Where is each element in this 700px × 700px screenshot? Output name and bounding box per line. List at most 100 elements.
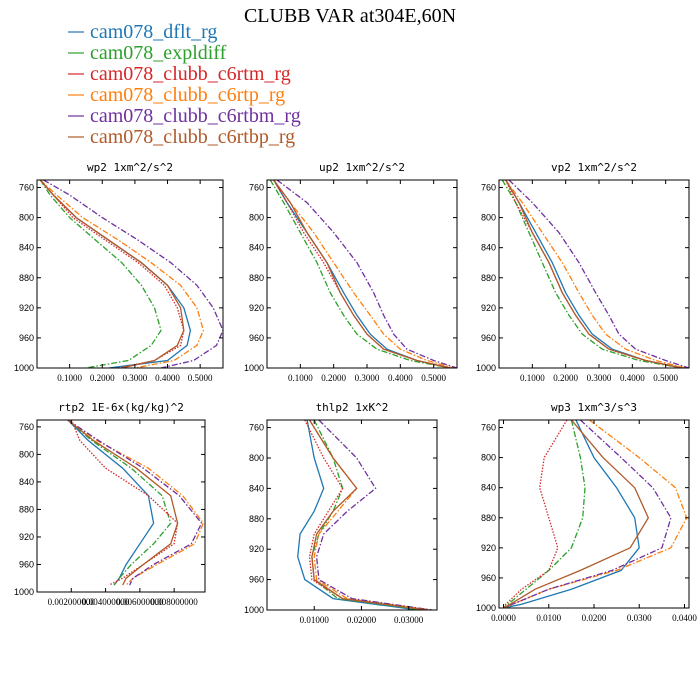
y-tick-label: 760 (249, 183, 264, 193)
series-line (39, 180, 205, 368)
series-line (39, 180, 192, 368)
y-tick-label: 880 (481, 513, 496, 523)
y-tick-label: 960 (19, 559, 34, 569)
y-tick-label: 1000 (14, 587, 34, 597)
x-tick-label: 0.1000 (57, 373, 82, 383)
y-tick-label: 840 (249, 243, 264, 253)
panel-title: vp2 1xm^2/s^2 (551, 161, 637, 174)
plot-frame (498, 419, 690, 609)
series-line (505, 180, 686, 368)
series-line (67, 420, 179, 586)
y-tick-label: 920 (249, 303, 264, 313)
series-line (273, 180, 451, 368)
series-line (308, 420, 428, 610)
panel-title: thlp2 1xK^2 (316, 401, 389, 414)
series-line (67, 420, 155, 586)
plot-frame (36, 419, 206, 593)
series-line (502, 420, 568, 608)
y-tick-label: 960 (249, 575, 264, 585)
series-line (39, 180, 185, 368)
series-line (315, 420, 433, 610)
plot-frame (266, 419, 438, 611)
y-tick-label: 960 (19, 333, 34, 343)
figure-title: CLUBB VAR at304E,60N (244, 5, 456, 27)
x-tick-label: 0.3000 (123, 373, 148, 383)
series-line (39, 180, 185, 368)
x-tick-label: 0.5000 (653, 373, 678, 383)
y-tick-label: 840 (19, 243, 34, 253)
y-tick-label: 920 (19, 303, 34, 313)
x-tick-label: 0.0200 (582, 613, 607, 623)
y-tick-label: 800 (19, 449, 34, 459)
y-tick-label: 840 (481, 483, 496, 493)
y-tick-label: 800 (481, 213, 496, 223)
x-tick-label: 0.0400 (672, 613, 697, 623)
x-tick-label: 0.002000000 (48, 597, 96, 607)
y-tick-label: 800 (481, 453, 496, 463)
y-tick-label: 840 (249, 483, 264, 493)
panel-title: wp2 1xm^2/s^2 (87, 161, 173, 174)
legend-label: cam078_clubb_c6rtp_rg (90, 84, 285, 106)
series-line (311, 420, 423, 610)
x-tick-label: 0.2000 (553, 373, 578, 383)
legend-label: cam078_clubb_c6rtbm_rg (90, 105, 301, 127)
series-line (505, 180, 683, 368)
x-tick-label: 0.3000 (587, 373, 612, 383)
chart-panel: rtp2 1E-6x(kg/kg)^2 760 800 840 880 920 960 100… (14, 401, 206, 607)
x-tick-label: 0.0100 (536, 613, 561, 623)
series-line (505, 180, 683, 368)
y-tick-label: 840 (481, 243, 496, 253)
y-tick-label: 920 (19, 532, 34, 542)
x-tick-label: 0.0000 (491, 613, 516, 623)
panel-title: up2 1xm^2/s^2 (319, 161, 405, 174)
x-tick-label: 0.0300 (627, 613, 652, 623)
x-tick-label: 0.5000 (421, 373, 446, 383)
y-tick-label: 960 (481, 333, 496, 343)
legend-label: cam078_clubb_c6rtm_rg (90, 63, 291, 85)
x-tick-label: 0.4000 (620, 373, 645, 383)
y-tick-label: 960 (481, 573, 496, 583)
x-tick-label: 0.3000 (355, 373, 380, 383)
panel-title: rtp2 1E-6x(kg/kg)^2 (58, 401, 184, 414)
x-tick-label: 0.5000 (188, 373, 213, 383)
series-line (505, 180, 683, 368)
series-line (39, 180, 162, 368)
y-tick-label: 880 (19, 504, 34, 514)
plot-frame (36, 179, 224, 369)
plot-frame (498, 179, 690, 369)
x-tick-label: 0.03000 (394, 615, 424, 625)
x-tick-label: 0.008000000 (151, 597, 199, 607)
y-tick-label: 760 (249, 423, 264, 433)
y-tick-label: 800 (249, 453, 264, 463)
y-tick-label: 1000 (476, 603, 496, 613)
y-tick-label: 760 (481, 183, 496, 193)
x-tick-label: 0.4000 (388, 373, 413, 383)
series-line (503, 420, 586, 608)
y-tick-label: 960 (249, 333, 264, 343)
series-line (503, 420, 640, 608)
chart-panel: wp2 1xm^2/s^2 760 800 840 880 920 960 1000 0.100… (14, 161, 224, 383)
legend-label: cam078_dflt_rg (90, 21, 217, 43)
y-tick-label: 760 (481, 423, 496, 433)
y-tick-label: 920 (481, 543, 496, 553)
legend: cam078_dflt_rgcam078_expldiffcam078_club… (68, 21, 301, 148)
x-tick-label: 0.2000 (321, 373, 346, 383)
x-tick-label: 0.01000 (300, 615, 330, 625)
series-line (503, 420, 672, 608)
x-tick-label: 0.1000 (520, 373, 545, 383)
y-tick-label: 880 (249, 514, 264, 524)
series-line (43, 180, 223, 368)
x-tick-label: 0.004000000 (82, 597, 130, 607)
y-tick-label: 800 (249, 213, 264, 223)
series-line (273, 180, 451, 368)
y-tick-label: 920 (481, 303, 496, 313)
y-tick-label: 1000 (14, 363, 34, 373)
panels: wp2 1xm^2/s^2 760 800 840 880 920 960 1000 0.100… (14, 161, 697, 625)
y-tick-label: 1000 (244, 363, 264, 373)
y-tick-label: 800 (19, 213, 34, 223)
y-tick-label: 760 (19, 422, 34, 432)
y-tick-label: 760 (19, 183, 34, 193)
series-line (501, 180, 683, 368)
series-line (67, 420, 203, 586)
